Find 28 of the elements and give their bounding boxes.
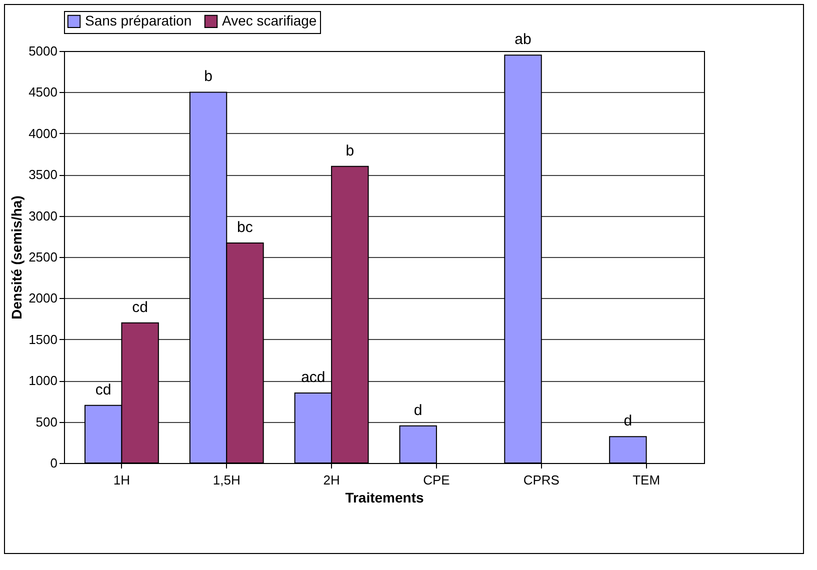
annotation: b: [346, 142, 354, 160]
y-axis-title: Densité (semis/ha): [8, 196, 25, 320]
y-tick-label: 3000: [28, 208, 58, 224]
y-tick-label: 1500: [28, 332, 58, 347]
legend-label: Sans préparation: [85, 12, 192, 28]
annotation: d: [414, 402, 422, 419]
annotation: b: [204, 68, 212, 86]
y-tick-label: 4000: [28, 126, 58, 141]
x-tick-label: CPRS: [523, 472, 560, 488]
y-tick-label: 2000: [28, 290, 58, 306]
x-tick-label: CPE: [423, 472, 450, 488]
y-tick-label: 3500: [28, 167, 58, 182]
x-tick-label: 1,5H: [212, 472, 240, 488]
x-axis-title: Traitements: [345, 490, 424, 506]
y-tick-label: 2500: [28, 250, 58, 264]
y-tick-label: 1000: [28, 373, 58, 388]
y-tick-label: 4500: [28, 84, 58, 100]
y-tick-label: 5000: [28, 44, 58, 58]
x-tick-label: TEM: [632, 472, 660, 488]
annotation: ab: [514, 31, 532, 48]
annotation: bc: [237, 218, 254, 236]
annotation: cd: [132, 298, 148, 316]
annotation: cd: [95, 381, 112, 398]
y-tick-label: 500: [36, 414, 58, 430]
legend-label: Avec scarifiage: [222, 12, 317, 28]
x-tick-label: 2H: [323, 472, 340, 488]
y-tick-label: 0: [50, 456, 58, 470]
x-tick-label: 1H: [113, 472, 130, 488]
